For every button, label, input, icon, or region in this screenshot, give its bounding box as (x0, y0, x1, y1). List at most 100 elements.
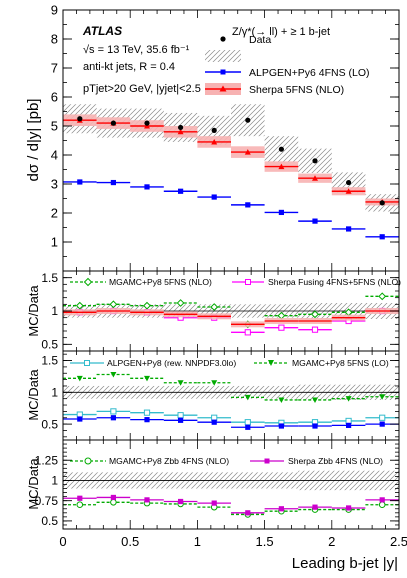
ratio-series-point (109, 300, 118, 309)
ratio-series-point (244, 419, 251, 426)
alpgen-py6-point (312, 218, 318, 224)
sherpa-5fns-point (244, 149, 251, 155)
ratio-series-point (211, 380, 218, 386)
ratio-series-point (144, 375, 150, 382)
legend-alpgen-py8-marker (84, 360, 90, 366)
ratio1-legend: MGAMC+Py8 5FNS (NLO) Sherpa Fusing 4FNS+… (70, 277, 401, 287)
data-point (245, 117, 251, 123)
y-tick-label: 1 (51, 474, 58, 488)
ratio-series-point (211, 500, 217, 506)
main-legend: Data ALPGEN+Py6 4FNS (LO) Sherpa 5FNS (N… (205, 34, 370, 96)
sherpa-5fns-point (177, 128, 184, 135)
ratio2-plot-area (63, 372, 399, 430)
data-point (144, 120, 150, 126)
alpgen-py6-point (144, 184, 150, 190)
data-point (178, 124, 184, 131)
ratio-panel-1: 0.5 1 1.5 MC/Data MGAMC+Py8 5FNS (NLO) She… (26, 270, 401, 352)
ratio-series-point (311, 326, 319, 333)
x-tick-label: 2.5 (390, 534, 407, 549)
sherpa-5fns-point (278, 163, 285, 170)
legend-sherpa-fusing-marker (245, 279, 251, 285)
x-tick-label: 1 (194, 534, 201, 549)
ratio1-y-axis-label: MC/Data (26, 285, 41, 337)
ratio-series-point (345, 417, 352, 425)
y-tick-label: 0.5 (41, 514, 58, 528)
x-tick-label: 2 (328, 534, 335, 549)
info-line-energy: √s = 13 TeV, 35.6 fb⁻¹ (83, 44, 190, 56)
alpgen-py6-point (278, 209, 284, 216)
y-tick-label: 1.5 (41, 271, 58, 285)
y-tick-label: 4 (51, 148, 58, 163)
ratio-series-point (143, 409, 151, 416)
y-tick-label: 0.5 (41, 338, 58, 352)
ratio-series-point (77, 416, 83, 422)
legend-sherpa-zbb-label: Sherpa Zbb 4FNS (NLO) (288, 456, 383, 466)
ratio-series-point (244, 329, 251, 336)
legend-sherpa-fusing-label: Sherpa Fusing 4FNS+5FNS (NLO) (268, 277, 401, 287)
ratio-series-point (245, 510, 251, 516)
ratio-series-point (278, 423, 284, 429)
ratio-series-point (312, 504, 318, 510)
y-tick-label: 1.5 (41, 354, 58, 368)
main-hatch-legend-sample (205, 50, 241, 62)
sherpa-5fns-point (144, 123, 150, 129)
ratio-series-point (110, 499, 117, 506)
ratio-series-point (76, 375, 83, 382)
atlas-label: ATLAS (82, 24, 122, 38)
alpgen-py6-point (245, 202, 251, 208)
ratio2-y-axis-label: MC/Data (26, 369, 41, 421)
y-tick-label: 8 (51, 32, 58, 47)
y-tick-label: 1.25 (35, 453, 59, 467)
ratio-series-point (76, 411, 83, 418)
y-tick-label: 0.75 (35, 494, 59, 508)
sherpa-5fns-point (345, 188, 352, 194)
y-tick-label: 1 (51, 304, 58, 318)
data-point (312, 158, 318, 164)
ratio-series-point (379, 414, 386, 421)
y-tick-label: 3 (51, 177, 58, 192)
legend-alpgen-py8-label: ALPGEN+Py8 (rew. NNPDF3.0lo) (107, 358, 236, 368)
legend-mgamc-nlo-marker (83, 277, 93, 287)
ratio-series-point (379, 421, 385, 427)
y-tick-label: 1 (51, 386, 58, 400)
ratio-series-point (178, 417, 184, 423)
ratio-series-point (178, 498, 184, 505)
main-plot-area (63, 104, 399, 240)
ratio2-legend: ALPGEN+Py8 (rew. NNPDF3.0lo) MGAMC+Py8 5… (70, 358, 389, 368)
ratio-series-point (245, 424, 251, 430)
ratio-series-point (278, 397, 285, 403)
ratio-series-point (144, 497, 150, 503)
ratio-series-point (346, 505, 352, 511)
ratio-series-point (75, 301, 84, 310)
x-tick-label: 1.5 (256, 534, 274, 549)
ratio2-y-axis: 0.5 1 1.5 (41, 351, 400, 440)
y-tick-label: 7 (51, 61, 58, 76)
ratio-series-point (211, 419, 217, 425)
ratio-series-point (346, 422, 352, 428)
ratio-series-point (345, 396, 352, 402)
ratio-series-point (311, 310, 319, 319)
ratio3-legend: MGAMC+Py8 Zbb 4FNS (NLO) Sherpa Zbb 4FNS… (70, 456, 383, 466)
ratio-series-point (312, 397, 318, 403)
legend-sherpa-label: Sherpa 5FNS (NLO) (249, 84, 344, 96)
alpgen-py6-point (178, 188, 184, 194)
legend-mgamc-lo-marker (268, 360, 274, 366)
alpgen-py6-point (379, 234, 385, 240)
ratio-series-point (244, 394, 251, 401)
alpgen-py6-point (110, 179, 116, 186)
alpgen-py6-point (77, 179, 83, 185)
ratio-series-point (176, 299, 185, 307)
legend-data-label: Data (249, 34, 271, 46)
ratio-series-point (143, 301, 151, 310)
y-tick-label: 6 (51, 90, 58, 105)
ratio-series-point (177, 412, 184, 419)
ratio-series-point (378, 292, 387, 301)
process-label: Z/γ*(→ ll) + ≥ 1 b-jet (232, 26, 330, 38)
data-point (77, 116, 83, 122)
data-point (211, 127, 217, 133)
x-axis-label: Leading b-jet |y| (292, 555, 398, 572)
ratio-series-point (379, 497, 385, 503)
ratio-series-point (110, 494, 116, 501)
x-tick-label: 0.5 (121, 534, 139, 549)
